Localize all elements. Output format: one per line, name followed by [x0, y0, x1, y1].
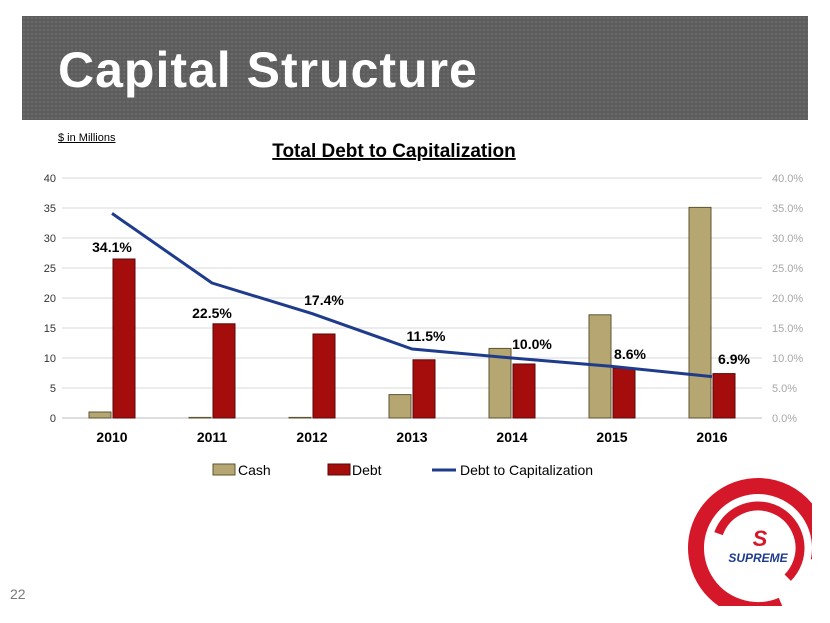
bar-debt-2016 [712, 373, 736, 419]
data-label-2010: 34.1% [92, 239, 132, 255]
data-label-2016: 6.9% [718, 351, 750, 367]
legend-label-debt-to-capitalization: Debt to Capitalization [460, 462, 593, 478]
y-tick-label-right: 20.0% [772, 293, 803, 305]
legend-swatch-cash [212, 463, 236, 476]
x-tick-label-2014: 2014 [496, 429, 527, 445]
y-tick-label-left: 20 [44, 293, 56, 305]
title-band [22, 16, 808, 120]
bar-debt-2011 [212, 323, 236, 419]
y-tick-label-left: 10 [44, 353, 56, 365]
x-axis: 2010 2011 2012 2013 2014 2015 2016 [96, 429, 727, 445]
legend-label-cash: Cash [238, 462, 271, 478]
data-label-2012: 17.4% [304, 292, 344, 308]
y-tick-label-left: 40 [44, 173, 56, 185]
supreme-logo: S SUPREME [688, 478, 812, 606]
legend-swatch-debt [327, 463, 351, 476]
x-tick-label-2012: 2012 [296, 429, 327, 445]
bar-cash-2010 [88, 411, 112, 419]
y-tick-label-right: 40.0% [772, 173, 803, 185]
debt-to-cap-line [111, 212, 713, 379]
logo-badge [724, 514, 792, 582]
legend-label-debt: Debt [352, 462, 382, 478]
bar-debt-2015 [612, 367, 636, 419]
left-axis: 0 5 10 15 20 25 30 35 40 [44, 173, 56, 425]
data-label-2011: 22.5% [192, 305, 232, 321]
bar-cash-2012 [288, 416, 312, 419]
data-label-2014: 10.0% [512, 336, 552, 352]
gridlines [62, 177, 762, 419]
bar-debt-2014 [512, 363, 536, 419]
logo-outer-ring [688, 478, 812, 606]
bar-debt-2012 [312, 333, 336, 419]
bar-debt-2010 [112, 258, 136, 419]
logo-inner-ring [711, 501, 805, 595]
y-tick-label-left: 0 [50, 413, 56, 425]
y-tick-label-right: 15.0% [772, 323, 803, 335]
y-tick-label-left: 35 [44, 203, 56, 215]
y-tick-label-right: 5.0% [772, 383, 797, 395]
x-tick-label-2013: 2013 [396, 429, 427, 445]
data-labels: 34.1% 22.5% 17.4% 11.5% 10.0% 8.6% 6.9% [92, 239, 750, 367]
data-label-2013: 11.5% [407, 328, 446, 344]
y-tick-label-right: 10.0% [772, 353, 803, 365]
bars [88, 206, 736, 419]
logo-mark: S [753, 526, 768, 551]
y-tick-label-left: 5 [50, 383, 56, 395]
x-tick-label-2011: 2011 [197, 429, 228, 445]
logo-wordmark: SUPREME [728, 551, 788, 565]
page-title: Capital Structure [58, 42, 478, 98]
y-tick-label-right: 30.0% [772, 233, 803, 245]
bar-cash-2014 [488, 347, 512, 419]
right-axis: 0.0% 5.0% 10.0% 15.0% 20.0% 25.0% 30.0% 35.0% 40… [772, 173, 803, 425]
line-debt-to-capitalization [111, 212, 713, 379]
units-note: $ in Millions [58, 132, 116, 144]
bar-cash-2013 [388, 394, 412, 419]
page-number: 22 [10, 586, 26, 602]
bar-cash-2011 [188, 416, 212, 419]
x-tick-label-2010: 2010 [96, 429, 127, 445]
legend[interactable]: Cash Debt Debt to Capitalization [212, 462, 593, 478]
y-tick-label-right: 0.0% [772, 413, 797, 425]
y-tick-label-right: 25.0% [772, 263, 803, 275]
bar-debt-2013 [412, 359, 436, 419]
x-tick-label-2016: 2016 [696, 429, 727, 445]
chart-title: Total Debt to Capitalization [272, 141, 515, 162]
data-label-2015: 8.6% [614, 346, 646, 362]
y-tick-label-left: 25 [44, 263, 56, 275]
x-tick-label-2015: 2015 [596, 429, 627, 445]
y-tick-label-left: 30 [44, 233, 56, 245]
y-tick-label-left: 15 [44, 323, 56, 335]
y-tick-label-right: 35.0% [772, 203, 803, 215]
bar-cash-2016 [688, 206, 712, 419]
